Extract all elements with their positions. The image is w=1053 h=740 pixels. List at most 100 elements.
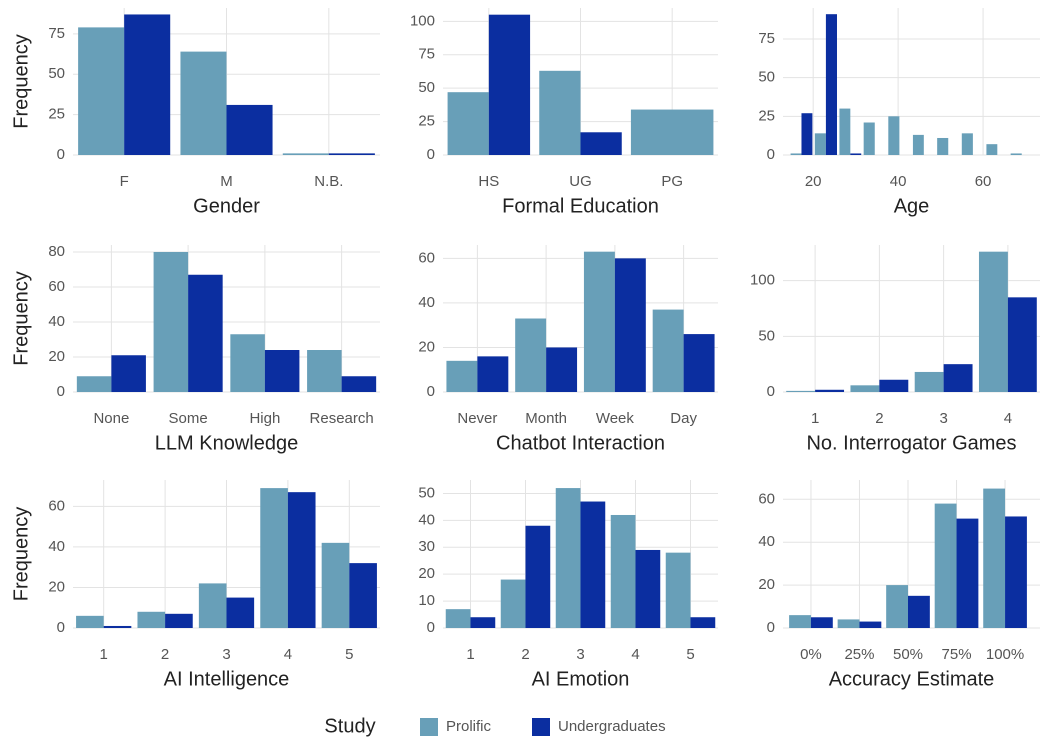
y-tick-label: 20: [48, 578, 65, 595]
bar: [801, 113, 813, 155]
bar: [226, 104, 273, 155]
bar: [879, 379, 909, 392]
bar: [839, 108, 851, 155]
y-tick-label: 40: [758, 533, 775, 550]
bar: [814, 133, 826, 155]
bar: [908, 595, 930, 628]
bar: [500, 579, 526, 628]
bar: [790, 153, 802, 155]
bar: [321, 542, 350, 628]
y-tick-label: 10: [418, 592, 435, 609]
x-tick-label: 75%: [942, 646, 972, 663]
bar: [914, 371, 944, 392]
legend-label: Prolific: [446, 718, 492, 735]
bar: [488, 14, 531, 155]
bar: [825, 14, 837, 156]
bar: [850, 385, 880, 392]
bar: [943, 364, 973, 392]
bar: [76, 376, 112, 392]
y-tick-label: 100: [410, 12, 435, 29]
x-tick-label: 3: [939, 410, 947, 427]
bar: [260, 488, 288, 628]
x-tick-label: 3: [222, 646, 230, 663]
bar: [1010, 153, 1022, 155]
y-tick-label: 0: [57, 146, 65, 163]
y-tick-label: 25: [48, 106, 65, 123]
x-axis-title: LLM Knowledge: [155, 432, 298, 454]
y-tick-label: 20: [418, 565, 435, 582]
y-tick-label: 20: [418, 338, 435, 355]
bar: [978, 251, 1008, 392]
x-tick-label: Week: [596, 410, 635, 427]
bar: [103, 625, 132, 628]
bar: [180, 51, 227, 155]
x-tick-label: 25%: [844, 646, 874, 663]
y-tick-label: 0: [767, 383, 775, 400]
x-tick-label: Research: [310, 410, 374, 427]
bar: [837, 619, 860, 628]
x-tick-label: 4: [1004, 410, 1012, 427]
bar: [349, 563, 377, 628]
bar: [888, 116, 900, 155]
y-tick-label: 80: [48, 243, 65, 260]
x-tick-label: 1: [100, 646, 108, 663]
x-tick-label: Month: [525, 410, 567, 427]
y-tick-label: 50: [418, 484, 435, 501]
y-tick-label: 100: [750, 272, 775, 289]
y-axis-title: Frequency: [10, 34, 32, 129]
bar: [546, 347, 578, 392]
y-tick-label: 0: [427, 146, 435, 163]
x-tick-label: 4: [284, 646, 292, 663]
x-tick-label: None: [93, 410, 129, 427]
x-tick-label: 60: [975, 173, 992, 190]
x-axis-title: Formal Education: [502, 195, 659, 217]
y-axis-title: Frequency: [10, 507, 32, 602]
bar: [690, 617, 716, 628]
y-tick-label: 60: [48, 278, 65, 295]
y-tick-label: 40: [418, 294, 435, 311]
y-tick-label: 40: [418, 511, 435, 528]
y-tick-label: 60: [418, 249, 435, 266]
bar: [815, 389, 845, 392]
x-tick-label: 1: [466, 646, 474, 663]
bar: [583, 251, 615, 392]
y-tick-label: 20: [758, 576, 775, 593]
y-tick-label: 0: [427, 619, 435, 636]
y-tick-label: 50: [758, 327, 775, 344]
x-tick-label: 3: [576, 646, 584, 663]
bar: [580, 132, 622, 155]
bar: [789, 615, 811, 628]
y-tick-label: 75: [48, 25, 65, 42]
bar: [539, 70, 581, 155]
y-tick-label: 50: [418, 79, 435, 96]
bar: [937, 137, 949, 155]
bar: [226, 597, 255, 628]
y-axis-title: Frequency: [10, 271, 32, 366]
y-tick-label: 60: [48, 497, 65, 514]
bar: [341, 376, 377, 392]
y-tick-label: 30: [418, 538, 435, 555]
legend-title: Study: [324, 715, 375, 737]
bar: [956, 518, 979, 628]
bar: [78, 27, 125, 156]
y-tick-label: 0: [427, 383, 435, 400]
x-tick-label: UG: [569, 173, 592, 190]
bar: [525, 525, 551, 628]
y-tick-label: 40: [48, 313, 65, 330]
x-tick-label: High: [249, 410, 280, 427]
x-tick-label: Never: [457, 410, 497, 427]
bar: [555, 488, 581, 628]
bar: [153, 252, 189, 392]
bar: [863, 122, 875, 155]
bar: [264, 350, 300, 392]
bar: [282, 153, 329, 155]
bar: [445, 609, 471, 628]
bar: [188, 274, 223, 392]
x-axis-title: No. Interrogator Games: [806, 432, 1016, 454]
bar: [1005, 516, 1027, 628]
y-tick-label: 0: [57, 619, 65, 636]
bar: [287, 492, 316, 628]
bar: [470, 617, 496, 628]
x-tick-label: 50%: [893, 646, 923, 663]
y-tick-label: 0: [767, 146, 775, 163]
